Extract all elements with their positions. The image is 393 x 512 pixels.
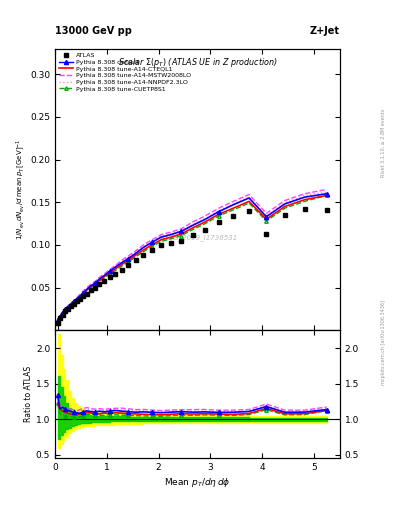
Text: Rivet 3.1.10, ≥ 2.8M events: Rivet 3.1.10, ≥ 2.8M events xyxy=(381,109,386,178)
Y-axis label: $1/N_\mathrm{ev}\,dN_\mathrm{ev}/d\,\mathrm{mean}\,p_T\,[\mathrm{GeV}]^{-1}$: $1/N_\mathrm{ev}\,dN_\mathrm{ev}/d\,\mat… xyxy=(15,139,27,240)
Text: 13000 GeV pp: 13000 GeV pp xyxy=(55,26,132,36)
Text: Scalar $\Sigma(p_T)$ (ATLAS UE in Z production): Scalar $\Sigma(p_T)$ (ATLAS UE in Z prod… xyxy=(118,56,277,69)
Legend: ATLAS, Pythia 8.308 default, Pythia 8.308 tune-A14-CTEQL1, Pythia 8.308 tune-A14: ATLAS, Pythia 8.308 default, Pythia 8.30… xyxy=(58,52,193,93)
X-axis label: Mean $p_T/d\eta\,d\phi$: Mean $p_T/d\eta\,d\phi$ xyxy=(164,476,231,489)
Text: mcplots.cern.ch [arXiv:1306.3436]: mcplots.cern.ch [arXiv:1306.3436] xyxy=(381,301,386,386)
Text: ATLAS_2019_I1736531: ATLAS_2019_I1736531 xyxy=(157,234,238,241)
Y-axis label: Ratio to ATLAS: Ratio to ATLAS xyxy=(24,366,33,422)
Text: Z+Jet: Z+Jet xyxy=(310,26,340,36)
